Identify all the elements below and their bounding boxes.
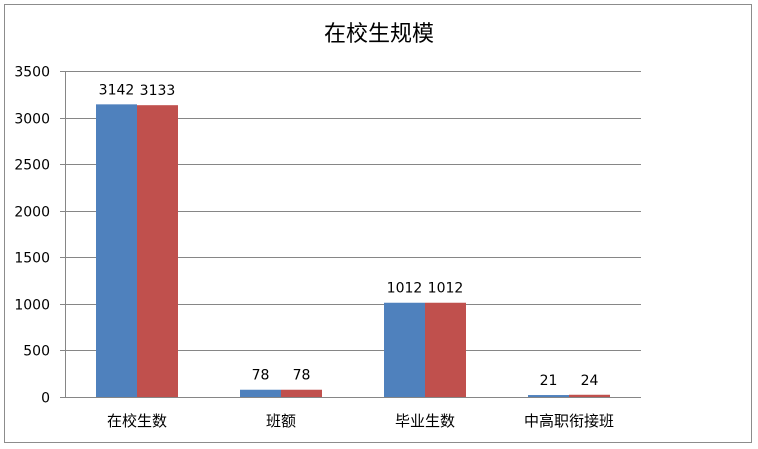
data-label: 24	[581, 373, 599, 389]
x-tick-label: 中高职衔接班	[524, 412, 614, 430]
bar	[425, 302, 466, 397]
bar	[240, 389, 281, 397]
bar	[96, 104, 137, 397]
data-label: 1012	[387, 281, 423, 297]
data-label: 78	[293, 368, 311, 384]
bar	[384, 302, 425, 397]
bar	[528, 395, 569, 397]
y-tick-label: 3500	[14, 65, 50, 81]
y-tick-label: 2500	[14, 158, 50, 174]
y-tick-label: 500	[23, 344, 50, 360]
chart-title: 在校生规模	[323, 22, 434, 47]
data-label: 3133	[140, 83, 176, 99]
bar	[281, 389, 322, 397]
data-label: 1012	[428, 281, 464, 297]
x-axis-ticks: 在校生数 班额 毕业生数 中高职衔接班	[107, 412, 614, 430]
y-tick-label: 3000	[14, 112, 50, 128]
bar	[569, 394, 610, 397]
y-tick-label: 0	[41, 391, 50, 407]
x-tick-label: 毕业生数	[395, 412, 455, 430]
x-tick-label: 班额	[266, 412, 296, 430]
x-tick-label: 在校生数	[107, 412, 167, 430]
y-axis-ticks: 0 500 1000 1500 2000 2500 3000 3500	[14, 65, 50, 407]
bars	[96, 104, 610, 398]
axes	[60, 71, 641, 398]
bar	[137, 105, 178, 398]
y-tick-label: 1000	[14, 298, 50, 314]
data-label: 78	[252, 368, 270, 384]
data-labels: 3142 3133 78 78 1012 1012 21 24	[99, 82, 599, 389]
y-tick-label: 1500	[14, 251, 50, 267]
y-tick-label: 2000	[14, 205, 50, 221]
data-label: 3142	[99, 82, 135, 98]
data-label: 21	[540, 373, 558, 389]
